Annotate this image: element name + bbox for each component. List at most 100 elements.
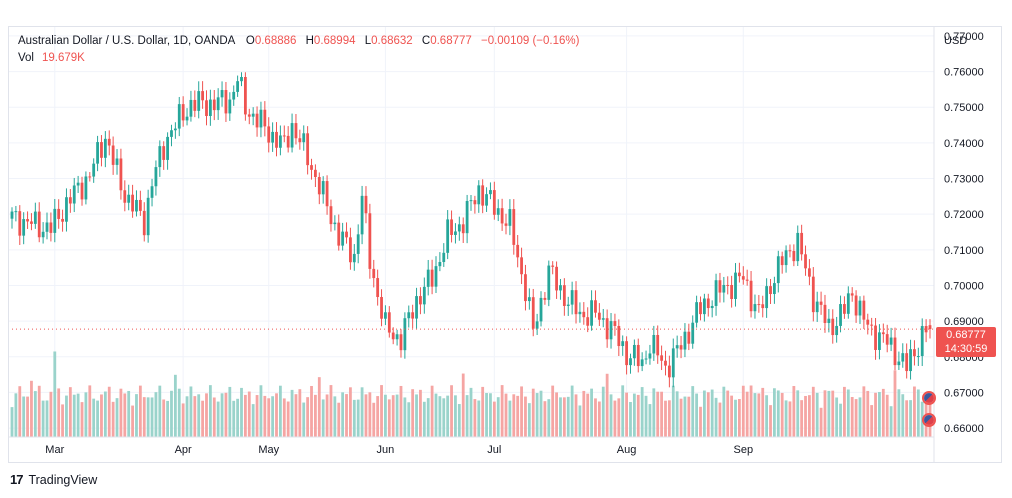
volume-bar — [601, 386, 605, 437]
candle-body — [271, 131, 275, 143]
price-tick-label: 0.73000 — [944, 174, 984, 186]
volume-bar — [457, 404, 461, 437]
candle-body — [660, 355, 664, 361]
volume-bar — [26, 396, 29, 437]
candle-body — [438, 262, 442, 267]
last-price-badge: 0.68777 14:30:59 — [936, 327, 996, 357]
volume-bar — [784, 400, 788, 437]
volume-bar — [45, 400, 49, 437]
candle-body — [901, 353, 905, 362]
volume-bar — [718, 402, 722, 437]
candle-body — [294, 123, 298, 139]
volume-legend[interactable]: Vol 19.679K — [18, 52, 85, 64]
candle-body — [193, 99, 197, 111]
volume-bar — [527, 403, 531, 437]
volume-bar — [737, 398, 741, 437]
volume-bar — [446, 395, 450, 437]
volume-bar — [103, 391, 107, 437]
candle-body — [893, 337, 897, 366]
volume-bar — [57, 388, 61, 437]
candle-body — [41, 231, 45, 238]
candle-body — [88, 176, 92, 178]
volume-bar — [745, 391, 749, 437]
candle-body — [858, 300, 862, 316]
candle-body — [683, 331, 687, 350]
candle-body — [854, 295, 858, 316]
volume-bar — [609, 394, 613, 437]
symbol-legend[interactable]: Australian Dollar / U.S. Dollar, 1D, OAN… — [18, 35, 579, 47]
candle-body — [870, 324, 874, 326]
candle-body — [103, 138, 107, 158]
candle-body — [220, 90, 224, 98]
candle-body — [508, 209, 512, 226]
volume-bar — [131, 405, 134, 437]
candle-body — [889, 337, 893, 345]
candle-body — [617, 325, 621, 347]
candle-body — [146, 197, 150, 236]
australia-flag-icon[interactable] — [922, 391, 936, 405]
volume-bar — [590, 388, 593, 437]
candle-body — [492, 190, 496, 215]
candle-body — [613, 321, 617, 326]
candle-body — [68, 197, 72, 204]
footer-branding[interactable]: 17 TradingView — [10, 472, 97, 487]
candle-body — [372, 268, 376, 279]
candle-body — [905, 353, 909, 372]
candle-body — [909, 349, 912, 372]
candle-body — [928, 325, 932, 330]
candle-body — [648, 353, 652, 359]
volume-bar — [232, 400, 236, 437]
candle-body — [570, 290, 574, 305]
candle-body — [737, 272, 741, 277]
open-key: O — [245, 35, 255, 47]
candle-body — [380, 297, 383, 319]
candle-body — [874, 325, 877, 350]
volume-bar — [605, 373, 609, 437]
candle-body — [30, 221, 33, 224]
volume-bar — [255, 395, 259, 437]
volume-bar — [146, 397, 150, 437]
candle-body — [473, 200, 477, 205]
volume-bar — [329, 385, 333, 437]
volume-bar — [80, 402, 84, 437]
volume-bar — [162, 399, 166, 437]
month-tick-label: Apr — [175, 444, 192, 456]
candle-body — [539, 297, 543, 322]
candle-body — [481, 185, 485, 206]
volume-bar — [835, 397, 839, 437]
candle-body — [776, 256, 780, 284]
volume-bar — [582, 390, 586, 437]
volume-bar — [726, 390, 730, 437]
volume-bar — [687, 396, 691, 437]
candle-body — [745, 279, 749, 281]
candle-body — [535, 321, 539, 329]
volume-bar — [675, 391, 679, 437]
candle-body — [504, 223, 508, 226]
volume-bar — [193, 396, 197, 437]
candle-body — [489, 190, 492, 195]
usa-flag-icon[interactable] — [922, 413, 936, 427]
candle-body — [485, 194, 488, 206]
volume-bar — [776, 390, 780, 437]
volume-bar — [804, 395, 807, 437]
candle-body — [290, 123, 294, 148]
candle-body — [107, 138, 111, 146]
volume-bar — [267, 398, 271, 437]
volume-bar — [30, 380, 33, 437]
volume-bar — [671, 385, 675, 437]
candle-body — [477, 185, 481, 205]
volume-bar — [555, 392, 558, 437]
change-value: −0.00109 (−0.16%) — [480, 35, 580, 47]
volume-bar — [243, 394, 247, 437]
volume-bar — [259, 385, 263, 437]
volume-bar — [88, 385, 92, 437]
candle-body — [407, 312, 411, 319]
volume-bar — [496, 397, 500, 437]
volume-bar — [683, 396, 687, 437]
volume-bar — [123, 393, 127, 437]
volume-bar — [61, 404, 64, 437]
volume-bar — [473, 399, 477, 437]
currency-label[interactable]: USD — [944, 35, 968, 47]
volume-bar — [586, 393, 590, 437]
